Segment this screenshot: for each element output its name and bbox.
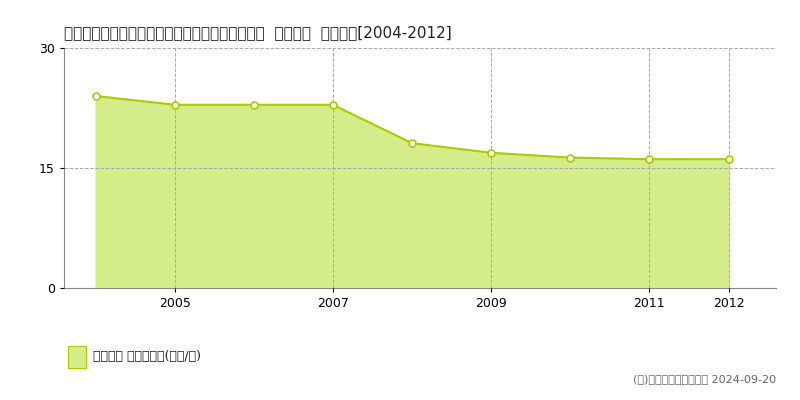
Point [564, 154, 577, 161]
Point [485, 150, 498, 156]
Text: 愛知県知多郡南知多町大字片名字新師崎１０番５  公示地価  地価推移[2004-2012]: 愛知県知多郡南知多町大字片名字新師崎１０番５ 公示地価 地価推移[2004-20… [64, 25, 452, 40]
Point [247, 102, 260, 108]
Point [643, 156, 656, 162]
Text: (Ｃ)土地価格ドットコム 2024-09-20: (Ｃ)土地価格ドットコム 2024-09-20 [633, 374, 776, 384]
Point [406, 140, 418, 146]
Point [168, 102, 181, 108]
Text: 公示地価 平均坪単価(万円/坪): 公示地価 平均坪単価(万円/坪) [93, 350, 201, 362]
FancyBboxPatch shape [69, 346, 86, 368]
Point [722, 156, 735, 162]
Point [90, 93, 102, 99]
Point [326, 102, 339, 108]
